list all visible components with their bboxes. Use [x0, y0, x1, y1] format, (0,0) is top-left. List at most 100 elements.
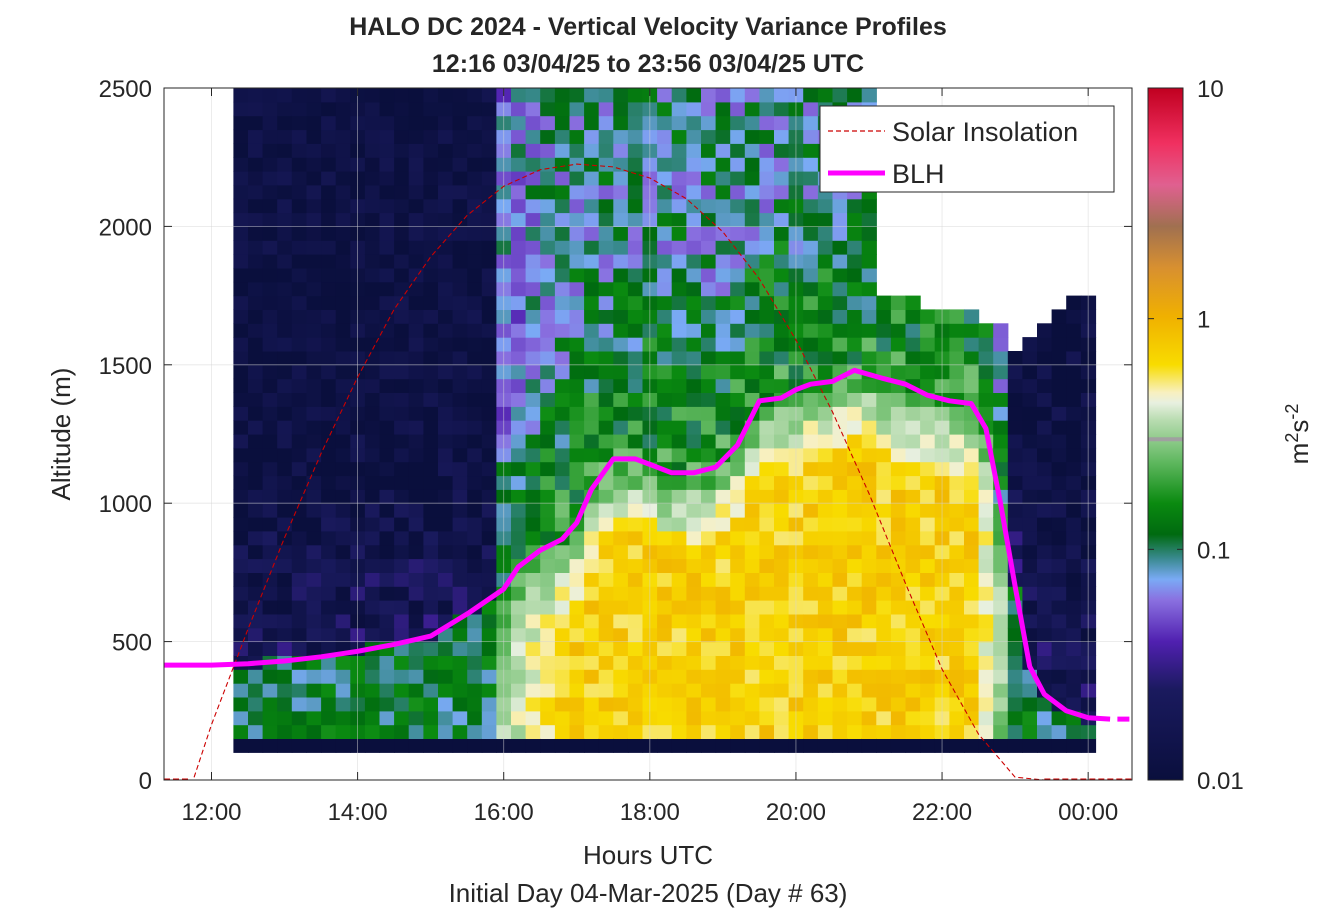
heatmap-cell	[408, 586, 424, 601]
heatmap-cell	[1022, 613, 1038, 629]
heatmap-cell	[379, 572, 395, 587]
heatmap-cell	[584, 378, 600, 393]
heatmap-cell	[452, 157, 468, 172]
heatmap-cell	[627, 683, 644, 698]
heatmap-cell	[394, 669, 410, 684]
heatmap-cell	[467, 655, 483, 670]
heatmap-cell	[890, 420, 907, 435]
heatmap-cell	[467, 420, 483, 435]
heatmap-cell	[467, 627, 483, 643]
heatmap-cell	[554, 240, 571, 255]
heatmap-cell	[540, 503, 556, 518]
heatmap-cell	[423, 364, 439, 380]
heatmap-cell	[248, 254, 264, 269]
heatmap-cell	[964, 613, 980, 629]
heatmap-cell	[671, 558, 687, 573]
heatmap-cell	[262, 420, 278, 435]
heatmap-cell	[832, 281, 848, 297]
heatmap-cell	[467, 184, 483, 200]
heatmap-cell	[657, 129, 673, 144]
heatmap-cell	[832, 337, 848, 352]
heatmap-cell	[554, 184, 571, 200]
heatmap-cell	[452, 198, 468, 214]
heatmap-cell	[1066, 600, 1082, 615]
heatmap-cell	[233, 267, 249, 283]
heatmap-cell	[905, 517, 921, 532]
heatmap-cell	[379, 337, 395, 352]
heatmap-cell	[671, 586, 687, 601]
heatmap-cell	[1051, 558, 1067, 573]
heatmap-cell	[364, 254, 381, 269]
heatmap-cell	[876, 572, 892, 587]
heatmap-cell	[262, 475, 278, 490]
heatmap-cell	[481, 198, 497, 214]
heatmap-cell	[1007, 503, 1023, 518]
heatmap-cell	[759, 115, 775, 131]
heatmap-cell	[964, 600, 980, 615]
heatmap-cell	[569, 683, 585, 698]
heatmap-cell	[321, 392, 337, 407]
heatmap-cell	[847, 254, 863, 269]
heatmap-cell	[1051, 613, 1067, 629]
y-tick-label: 500	[112, 630, 152, 657]
heatmap-cell	[861, 267, 877, 283]
heatmap-cell	[262, 101, 278, 117]
heatmap-cell	[233, 198, 249, 214]
heatmap-cell	[554, 323, 571, 338]
heatmap-cell	[233, 613, 249, 629]
heatmap-cell	[686, 600, 702, 615]
heatmap-cell	[803, 489, 819, 504]
heatmap-cell	[627, 558, 644, 573]
heatmap-cell	[803, 738, 819, 753]
heatmap-cell	[1022, 586, 1038, 601]
heatmap-cell	[379, 627, 395, 643]
colorbar-tick-label: 0.1	[1197, 537, 1230, 564]
heatmap-cell	[408, 309, 424, 324]
heatmap-cell	[438, 420, 454, 435]
heatmap-cell	[394, 738, 410, 753]
heatmap-cell	[803, 572, 819, 587]
heatmap-cell	[481, 323, 497, 338]
heatmap-cell	[1037, 655, 1053, 670]
heatmap-cell	[701, 572, 717, 587]
heatmap-cell	[1037, 669, 1053, 684]
heatmap-cell	[832, 351, 848, 366]
heatmap-cell	[1051, 351, 1067, 366]
heatmap-cell	[832, 600, 848, 615]
heatmap-cell	[467, 503, 483, 518]
heatmap-cell	[701, 171, 717, 186]
heatmap-cell	[1051, 475, 1067, 490]
heatmap-cell	[438, 572, 454, 587]
heatmap-cell	[277, 295, 293, 310]
heatmap-cell	[262, 254, 278, 269]
blh-line	[164, 367, 1111, 722]
heatmap-cell	[335, 364, 351, 380]
heatmap-cell	[335, 586, 351, 601]
heatmap-cell	[291, 281, 307, 297]
heatmap-cell	[730, 351, 746, 366]
heatmap-cell	[671, 267, 687, 283]
heatmap-cell	[598, 157, 614, 172]
heatmap-cell	[481, 641, 497, 656]
heatmap-cell	[993, 351, 1009, 366]
heatmap-cell	[306, 337, 322, 352]
heatmap-cell	[832, 392, 848, 407]
heatmap-cell	[423, 88, 439, 103]
heatmap-cell	[847, 517, 863, 532]
heatmap-cell	[467, 738, 483, 753]
heatmap-cell	[554, 544, 571, 560]
heatmap-cell	[613, 295, 629, 310]
heatmap-cell	[701, 392, 717, 407]
heatmap-cell	[744, 724, 760, 739]
heatmap-cell	[890, 600, 907, 615]
heatmap-cell	[233, 129, 249, 144]
heatmap-cell	[525, 129, 541, 144]
heatmap-cell	[306, 600, 322, 615]
heatmap-cell	[321, 240, 337, 255]
heatmap-cell	[905, 434, 921, 449]
heatmap-cell	[905, 447, 921, 463]
heatmap-cell	[291, 489, 307, 504]
heatmap-cell	[306, 157, 322, 172]
heatmap-cell	[1066, 683, 1082, 698]
heatmap-cell	[554, 669, 571, 684]
